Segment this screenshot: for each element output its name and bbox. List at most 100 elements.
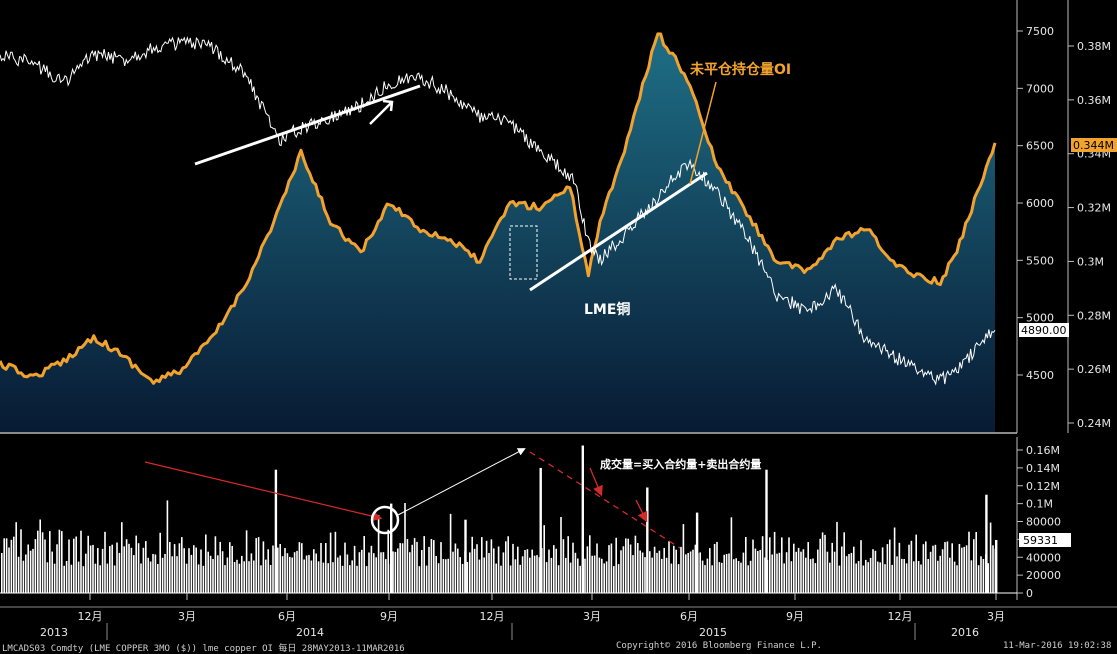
volume-bar-89 bbox=[214, 536, 217, 593]
volume-bar-185 bbox=[445, 559, 447, 593]
volume-bar-99 bbox=[238, 563, 241, 593]
volume-bar-377 bbox=[905, 563, 908, 593]
volume-red-arrow-1 bbox=[589, 467, 603, 497]
volume-spike-4 bbox=[581, 445, 584, 593]
volume-bar-207 bbox=[497, 546, 500, 593]
volume-bar-199 bbox=[478, 559, 481, 593]
volume-bar-168 bbox=[404, 503, 406, 593]
volume-bar-33 bbox=[80, 530, 82, 593]
volume-bar-189 bbox=[454, 543, 457, 593]
volume-bar-192 bbox=[461, 563, 464, 593]
volume-bar-309 bbox=[742, 552, 745, 593]
volume-bar-245 bbox=[589, 535, 591, 593]
right-tick-label-7: 0.24M bbox=[1077, 417, 1111, 430]
oi-line bbox=[0, 32, 997, 385]
volume-bar-142 bbox=[341, 565, 344, 593]
price-line bbox=[0, 35, 996, 386]
volume-bar-59 bbox=[142, 547, 145, 593]
volume-bar-243 bbox=[584, 558, 586, 593]
volume-bar-210 bbox=[505, 541, 507, 593]
volume-bar-229 bbox=[550, 557, 553, 593]
volume-bar-96 bbox=[231, 546, 233, 593]
volume-bar-119 bbox=[286, 553, 289, 593]
volume-bar-378 bbox=[908, 544, 910, 593]
volume-bar-111 bbox=[267, 549, 269, 593]
volume-bar-286 bbox=[687, 553, 689, 593]
x-axis-months: 12月 3月 6月 9月 12月 3月 6月 9月 12月 3月 bbox=[78, 593, 1005, 623]
volume-bar-56 bbox=[135, 535, 137, 593]
volume-bar-277 bbox=[665, 557, 668, 593]
volume-bar-109 bbox=[262, 541, 265, 593]
volume-bar-361 bbox=[867, 562, 869, 593]
volume-bar-159 bbox=[382, 552, 385, 593]
volume-bar-178 bbox=[428, 546, 430, 593]
volume-bar-177 bbox=[425, 565, 428, 593]
volume-bar-22 bbox=[53, 563, 56, 593]
volume-bar-183 bbox=[440, 542, 442, 593]
volume-bar-388 bbox=[932, 545, 934, 593]
volume-bar-95 bbox=[229, 542, 231, 593]
volume-bar-14 bbox=[34, 539, 37, 593]
volume-bar-94 bbox=[226, 557, 229, 593]
volume-bar-248 bbox=[596, 543, 598, 593]
volume-bar-304 bbox=[730, 517, 733, 593]
volume-bar-313 bbox=[752, 539, 754, 593]
volume-bar-300 bbox=[721, 562, 723, 593]
volume-bar-10 bbox=[25, 554, 27, 593]
volume-bar-140 bbox=[337, 557, 339, 593]
volume-bar-166 bbox=[399, 543, 401, 593]
volume-bar-399 bbox=[958, 544, 961, 593]
right-tick-label-6: 0.26M bbox=[1077, 363, 1111, 376]
volume-bar-264 bbox=[634, 535, 637, 593]
volume-bar-389 bbox=[934, 544, 937, 593]
volume-bar-57 bbox=[137, 543, 140, 593]
volume-bar-382 bbox=[917, 561, 920, 593]
volume-bar-78 bbox=[188, 548, 190, 593]
volume-bar-126 bbox=[303, 559, 305, 593]
volume-bar-82 bbox=[197, 564, 200, 593]
right-tick-label-4: 0.3M bbox=[1077, 255, 1104, 268]
oi-area-fill bbox=[0, 33, 995, 434]
volume-bar-231 bbox=[555, 548, 557, 593]
volume-bar-157 bbox=[377, 515, 380, 593]
volume-bar-196 bbox=[471, 536, 473, 593]
volume-bar-366 bbox=[879, 562, 881, 593]
volume-bar-395 bbox=[949, 557, 951, 593]
crossover-arrow-icon bbox=[369, 99, 394, 125]
volume-bar-206 bbox=[495, 563, 497, 593]
volume-bar-150 bbox=[361, 549, 363, 593]
volume-bar-328 bbox=[788, 537, 790, 593]
volume-tick-label-7: 20000 bbox=[1026, 569, 1061, 582]
volume-bar-175 bbox=[421, 550, 423, 593]
volume-bar-83 bbox=[200, 549, 202, 593]
volume-bar-284 bbox=[682, 524, 685, 593]
volume-bar-404 bbox=[970, 560, 973, 593]
volume-spike-7 bbox=[765, 469, 768, 593]
volume-bar-86 bbox=[207, 551, 209, 593]
volume-bar-412 bbox=[989, 522, 992, 593]
volume-bar-148 bbox=[356, 565, 358, 593]
volume-bar-26 bbox=[63, 565, 65, 593]
volume-bar-90 bbox=[217, 555, 219, 593]
volume-bar-125 bbox=[301, 543, 303, 593]
volume-bar-213 bbox=[512, 543, 514, 593]
volume-bar-215 bbox=[517, 546, 519, 593]
volume-bar-161 bbox=[387, 529, 389, 593]
volume-bar-76 bbox=[183, 548, 185, 593]
volume-bar-359 bbox=[862, 565, 865, 593]
volume-bar-372 bbox=[893, 527, 896, 593]
volume-bar-308 bbox=[740, 562, 742, 593]
volume-bar-316 bbox=[759, 549, 761, 593]
volume-bar-287 bbox=[689, 551, 692, 593]
volume-bar-370 bbox=[889, 539, 891, 593]
volume-bar-24 bbox=[58, 529, 61, 593]
volume-bar-318 bbox=[764, 557, 766, 593]
volume-bar-155 bbox=[373, 553, 375, 593]
month-label-4: 12月 bbox=[480, 610, 505, 623]
oi-value-badge bbox=[1071, 138, 1117, 152]
volume-bar-330 bbox=[793, 543, 795, 593]
volume-bar-235 bbox=[565, 557, 567, 593]
volume-bar-127 bbox=[305, 555, 308, 593]
volume-bar-273 bbox=[656, 552, 658, 593]
